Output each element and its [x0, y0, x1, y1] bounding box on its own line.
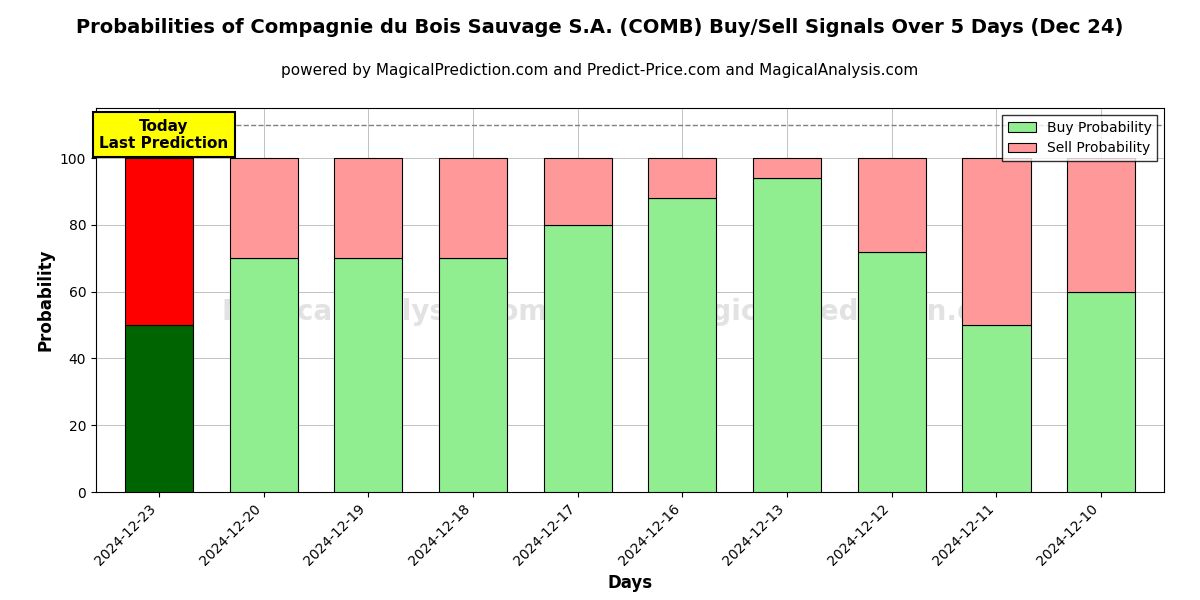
- X-axis label: Days: Days: [607, 574, 653, 592]
- Bar: [962, 158, 1031, 325]
- Bar: [439, 258, 506, 492]
- Text: powered by MagicalPrediction.com and Predict-Price.com and MagicalAnalysis.com: powered by MagicalPrediction.com and Pre…: [281, 63, 919, 78]
- Bar: [858, 158, 925, 251]
- Text: MagicalAnalysis.com: MagicalAnalysis.com: [221, 298, 547, 326]
- Text: Today
Last Prediction: Today Last Prediction: [100, 119, 229, 151]
- Bar: [754, 158, 821, 178]
- Bar: [754, 178, 821, 492]
- Y-axis label: Probability: Probability: [36, 249, 54, 351]
- Bar: [1067, 292, 1135, 492]
- Bar: [335, 158, 402, 258]
- Bar: [229, 258, 298, 492]
- Bar: [648, 198, 716, 492]
- Bar: [125, 158, 193, 325]
- Bar: [1067, 158, 1135, 292]
- Bar: [439, 158, 506, 258]
- Bar: [544, 158, 612, 225]
- Bar: [335, 258, 402, 492]
- Bar: [229, 158, 298, 258]
- Legend: Buy Probability, Sell Probability: Buy Probability, Sell Probability: [1002, 115, 1157, 161]
- Bar: [648, 158, 716, 198]
- Bar: [858, 251, 925, 492]
- Bar: [544, 225, 612, 492]
- Text: MagicalPrediction.com: MagicalPrediction.com: [665, 298, 1022, 326]
- Text: Probabilities of Compagnie du Bois Sauvage S.A. (COMB) Buy/Sell Signals Over 5 D: Probabilities of Compagnie du Bois Sauva…: [77, 18, 1123, 37]
- Bar: [962, 325, 1031, 492]
- Bar: [125, 325, 193, 492]
